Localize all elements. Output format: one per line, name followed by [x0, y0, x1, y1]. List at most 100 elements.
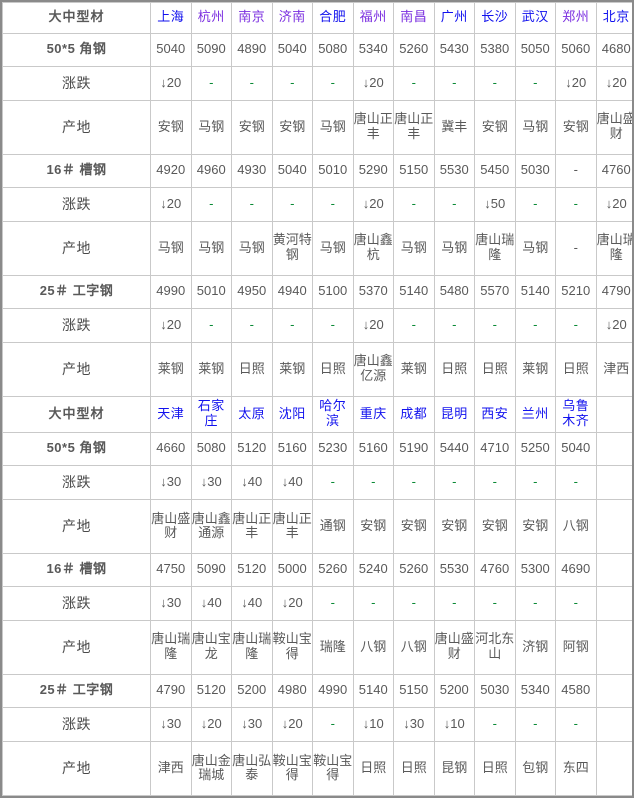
column-header-empty-11[interactable] — [595, 395, 632, 433]
origin-cell: 莱钢 — [190, 341, 232, 397]
price-row: 25＃ 工字钢 4790 5120 5200 4980 4990 5140 5150 5200 5… — [2, 673, 632, 708]
origin-cell: 冀丰 — [433, 99, 475, 155]
origin-label: 产地 — [2, 740, 151, 796]
column-header-广州[interactable]: 广州 — [433, 2, 475, 34]
change-cell: ↓30 — [393, 706, 435, 742]
price-cell: 4960 — [190, 153, 232, 188]
origin-cell: 日照 — [433, 341, 475, 397]
trend-arrow-icon: ↓ — [241, 594, 248, 610]
origin-cell: 津西 — [595, 341, 632, 397]
column-header-上海[interactable]: 上海 — [150, 2, 192, 34]
origin-cell: 马钢 — [393, 220, 435, 276]
column-header-合肥[interactable]: 合肥 — [312, 2, 354, 34]
price-cell: 5160 — [271, 431, 313, 466]
price-cell: 5230 — [312, 431, 354, 466]
origin-cell: 唐山瑞隆 — [150, 619, 192, 675]
origin-cell: 唐山鑫通源 — [190, 499, 232, 554]
column-header-哈尔滨[interactable]: 哈尔滨 — [312, 395, 354, 433]
change-cell: - — [433, 186, 475, 222]
trend-arrow-icon: ↓ — [160, 473, 167, 489]
price-cell: 5140 — [514, 274, 556, 309]
column-header-北京[interactable]: 北京 — [595, 2, 632, 34]
column-header-太原[interactable]: 太原 — [231, 395, 273, 433]
column-header-昆明[interactable]: 昆明 — [433, 395, 475, 433]
change-cell: - — [312, 585, 354, 621]
origin-label: 产地 — [2, 619, 151, 675]
price-cell: 5190 — [393, 431, 435, 466]
change-cell: ↓30 — [231, 706, 273, 742]
price-row: 16＃ 槽钢 4750 5090 5120 5000 5260 5240 5260 5530 47… — [2, 552, 632, 587]
origin-cell: 通钢 — [312, 499, 354, 554]
column-header-天津[interactable]: 天津 — [150, 395, 192, 433]
column-header-兰州[interactable]: 兰州 — [514, 395, 556, 433]
origin-cell: 马钢 — [433, 220, 475, 276]
change-cell: - — [393, 464, 435, 501]
change-row: 涨跌 ↓30 ↓30 ↓40 ↓40- - - - - - - — [2, 464, 632, 501]
origin-cell: 马钢 — [514, 220, 556, 276]
origin-row: 产地 马钢 马钢 马钢 黄河特钢 马钢 唐山鑫杭 马钢 马钢 唐山瑞隆 马钢 - 唐山瑞隆 — [2, 220, 632, 276]
price-cell: 5080 — [312, 32, 354, 67]
origin-cell: 唐山金瑞城 — [190, 740, 232, 796]
price-cell: 5120 — [231, 431, 273, 466]
price-cell: 4680 — [595, 32, 632, 67]
product-label: 16＃ 槽钢 — [2, 552, 151, 587]
origin-cell: 唐山瑞隆 — [231, 619, 273, 675]
price-cell: 4760 — [595, 153, 632, 188]
column-header-福州[interactable]: 福州 — [352, 2, 394, 34]
origin-cell: 包钢 — [514, 740, 556, 796]
change-cell: ↓20 — [555, 65, 597, 101]
price-cell: 5140 — [352, 673, 394, 708]
column-header-南京[interactable]: 南京 — [231, 2, 273, 34]
origin-cell: 唐山正丰 — [352, 99, 394, 155]
product-label: 25＃ 工字钢 — [2, 673, 151, 708]
change-row: 涨跌 ↓20- - - - ↓20- - ↓50- - ↓20 — [2, 186, 632, 222]
change-cell: - — [433, 464, 475, 501]
column-header-重庆[interactable]: 重庆 — [352, 395, 394, 433]
column-header-杭州[interactable]: 杭州 — [190, 2, 232, 34]
change-cell: - — [514, 307, 556, 343]
origin-cell: 马钢 — [312, 99, 354, 155]
origin-cell: 莱钢 — [393, 341, 435, 397]
price-cell: 5010 — [312, 153, 354, 188]
origin-cell — [595, 499, 632, 554]
change-cell: - — [190, 307, 232, 343]
change-label: 涨跌 — [2, 186, 151, 222]
column-header-武汉[interactable]: 武汉 — [514, 2, 556, 34]
origin-cell: 马钢 — [190, 99, 232, 155]
origin-label: 产地 — [2, 341, 151, 397]
origin-cell: 莱钢 — [271, 341, 313, 397]
column-header-成都[interactable]: 成都 — [393, 395, 435, 433]
origin-cell: 阿钢 — [555, 619, 597, 675]
column-header-石家庄[interactable]: 石家庄 — [190, 395, 232, 433]
change-cell: ↓20 — [150, 307, 192, 343]
origin-label: 产地 — [2, 499, 151, 554]
origin-cell: 安钢 — [271, 99, 313, 155]
column-header-郑州[interactable]: 郑州 — [555, 2, 597, 34]
column-header-西安[interactable]: 西安 — [474, 395, 516, 433]
trend-arrow-icon: ↓ — [605, 195, 613, 211]
change-cell — [595, 464, 632, 501]
change-cell: - — [514, 65, 556, 101]
change-cell: ↓10 — [352, 706, 394, 742]
change-cell: ↓30 — [150, 706, 192, 742]
origin-cell: 唐山瑞隆 — [595, 220, 632, 276]
price-row: 50*5 角钢 5040 5090 4890 5040 5080 5340 5260 5430 5… — [2, 32, 632, 67]
origin-cell: 唐山正丰 — [393, 99, 435, 155]
column-header-南昌[interactable]: 南昌 — [393, 2, 435, 34]
column-header-乌鲁木齐[interactable]: 乌鲁木齐 — [555, 395, 597, 433]
column-header-济南[interactable]: 济南 — [271, 2, 313, 34]
column-header-沈阳[interactable]: 沈阳 — [271, 395, 313, 433]
price-cell — [595, 431, 632, 466]
change-label: 涨跌 — [2, 65, 151, 101]
trend-arrow-icon: ↓ — [565, 74, 572, 90]
change-cell: - — [433, 307, 475, 343]
price-cell: 5100 — [312, 274, 354, 309]
origin-cell: 安钢 — [555, 99, 597, 155]
change-cell: - — [393, 65, 435, 101]
trend-arrow-icon: ↓ — [403, 715, 410, 731]
column-header-长沙[interactable]: 长沙 — [474, 2, 516, 34]
origin-cell — [595, 619, 632, 675]
